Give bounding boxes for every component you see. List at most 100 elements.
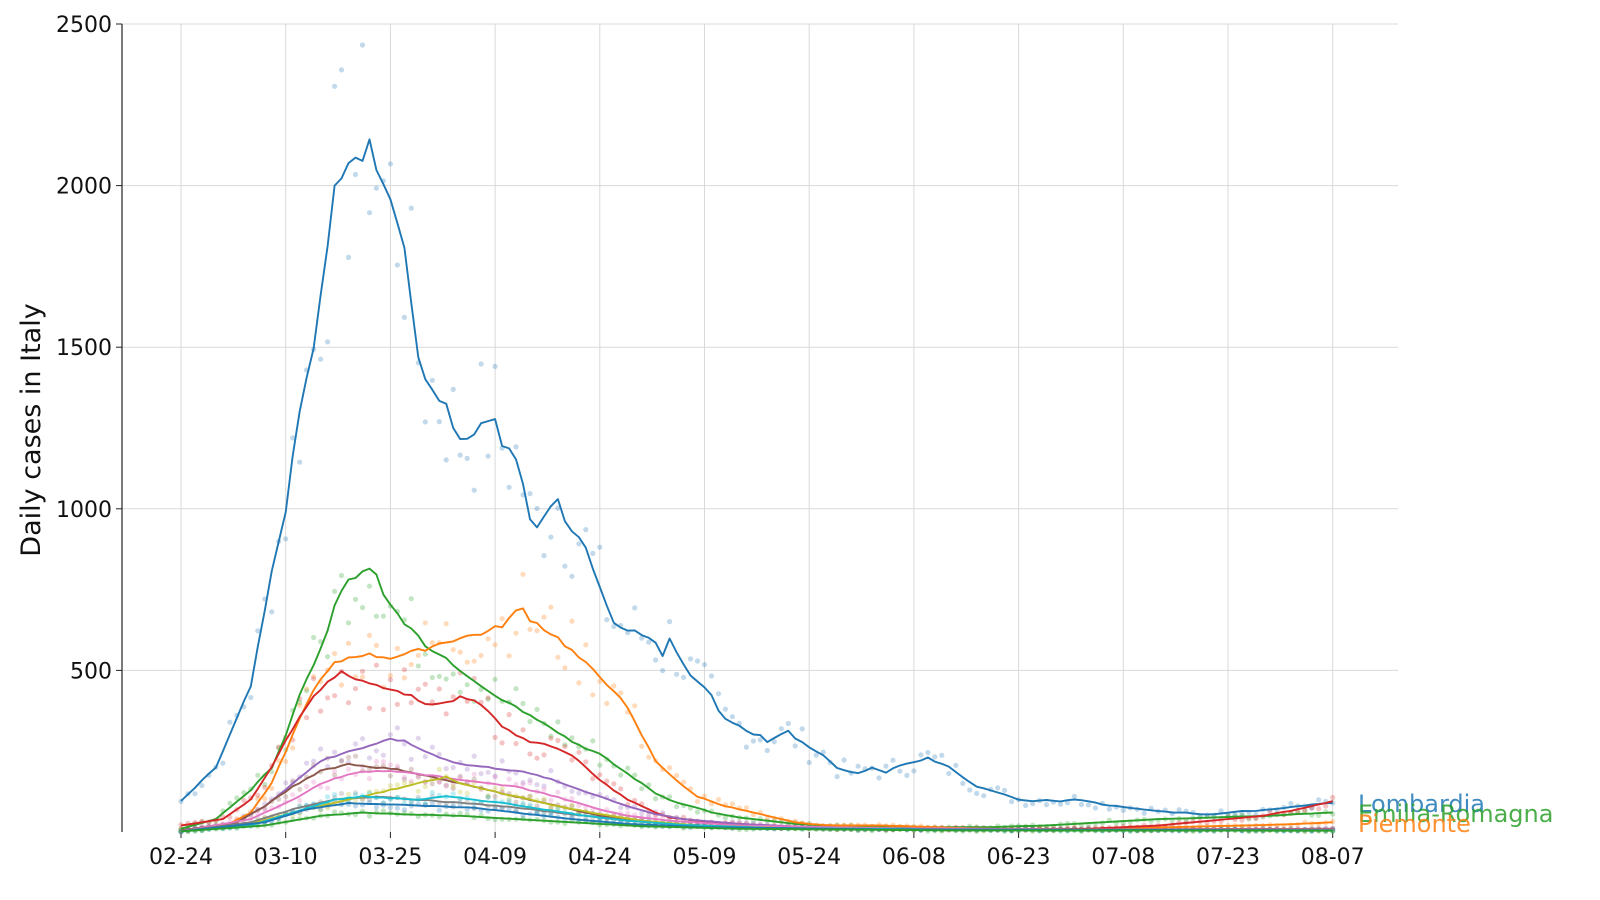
data-point bbox=[394, 805, 400, 811]
vertical-gridlines bbox=[180, 24, 1334, 832]
data-point bbox=[422, 419, 428, 425]
data-point bbox=[325, 654, 331, 660]
data-point bbox=[660, 668, 666, 674]
data-point bbox=[1057, 801, 1064, 807]
data-point bbox=[694, 809, 701, 815]
data-point bbox=[311, 673, 317, 680]
data-point bbox=[681, 674, 687, 681]
data-point bbox=[366, 583, 373, 589]
data-point bbox=[373, 748, 379, 754]
data-point bbox=[436, 419, 442, 425]
data-point bbox=[534, 706, 540, 713]
x-tick-label: 08-07 bbox=[1301, 845, 1365, 870]
data-point bbox=[667, 619, 673, 625]
data-point bbox=[345, 754, 352, 761]
data-point bbox=[401, 314, 407, 320]
data-point bbox=[436, 686, 442, 692]
data-point bbox=[422, 800, 428, 807]
data-point bbox=[338, 790, 345, 797]
data-point bbox=[499, 616, 505, 622]
data-point bbox=[492, 363, 498, 369]
data-point bbox=[618, 786, 624, 792]
data-point bbox=[569, 802, 575, 809]
data-point bbox=[555, 719, 561, 725]
data-point bbox=[255, 628, 261, 634]
data-point bbox=[443, 782, 449, 788]
data-point bbox=[241, 797, 247, 804]
data-point bbox=[248, 694, 254, 701]
data-point bbox=[318, 356, 324, 362]
data-point bbox=[352, 792, 359, 798]
y-tick-label: 500 bbox=[70, 659, 112, 684]
data-point bbox=[220, 760, 226, 766]
data-point bbox=[318, 708, 324, 714]
data-point bbox=[345, 791, 352, 798]
data-point bbox=[541, 786, 547, 793]
data-point bbox=[925, 749, 931, 756]
data-point bbox=[639, 786, 645, 792]
data-point bbox=[485, 769, 491, 775]
data-point bbox=[345, 700, 352, 706]
data-point bbox=[290, 435, 296, 441]
data-point bbox=[729, 801, 736, 807]
data-point bbox=[352, 790, 359, 796]
data-point bbox=[262, 784, 268, 791]
data-point bbox=[729, 714, 736, 720]
data-point bbox=[311, 676, 317, 682]
data-point bbox=[436, 766, 442, 773]
data-point bbox=[618, 805, 624, 811]
data-point bbox=[297, 786, 303, 792]
data-point bbox=[471, 753, 477, 759]
data-point bbox=[387, 762, 393, 768]
data-point bbox=[255, 772, 261, 778]
data-point bbox=[995, 785, 1001, 791]
data-point bbox=[674, 804, 680, 810]
data-point bbox=[653, 657, 659, 663]
data-point bbox=[443, 621, 449, 627]
data-point bbox=[841, 757, 847, 763]
data-point bbox=[443, 676, 449, 682]
data-point bbox=[548, 733, 554, 739]
series-line bbox=[180, 567, 1333, 830]
data-point bbox=[311, 779, 317, 785]
x-tick-label: 06-08 bbox=[882, 845, 946, 870]
data-point bbox=[394, 782, 400, 788]
data-point bbox=[632, 703, 638, 709]
data-point bbox=[583, 642, 589, 648]
data-point bbox=[415, 686, 421, 692]
data-point bbox=[366, 789, 373, 795]
data-point bbox=[262, 781, 268, 788]
data-point bbox=[436, 673, 442, 680]
data-point bbox=[611, 623, 617, 630]
data-point bbox=[199, 782, 205, 789]
data-point bbox=[366, 755, 373, 761]
data-point bbox=[625, 810, 631, 816]
data-point bbox=[855, 763, 861, 769]
data-point bbox=[283, 780, 289, 786]
data-point bbox=[520, 779, 526, 786]
data-point bbox=[325, 794, 331, 800]
data-point bbox=[436, 779, 442, 785]
data-point bbox=[255, 792, 261, 798]
data-point bbox=[632, 605, 638, 611]
data-point bbox=[541, 752, 547, 758]
data-point bbox=[485, 453, 491, 459]
data-point bbox=[1085, 802, 1091, 808]
data-point bbox=[513, 444, 519, 450]
x-tick-label: 07-08 bbox=[1091, 845, 1155, 870]
data-point bbox=[325, 785, 331, 791]
data-point bbox=[387, 804, 393, 811]
data-point bbox=[457, 773, 463, 780]
series-line bbox=[180, 607, 1333, 832]
data-point bbox=[401, 774, 407, 780]
data-point bbox=[953, 762, 959, 768]
data-point bbox=[590, 776, 596, 782]
data-point bbox=[352, 596, 359, 603]
data-point bbox=[401, 780, 407, 786]
data-point bbox=[1002, 787, 1008, 794]
data-point bbox=[1023, 802, 1029, 809]
data-point bbox=[555, 505, 561, 511]
data-point bbox=[715, 691, 722, 697]
data-point bbox=[1316, 806, 1322, 812]
data-point bbox=[1106, 806, 1112, 812]
